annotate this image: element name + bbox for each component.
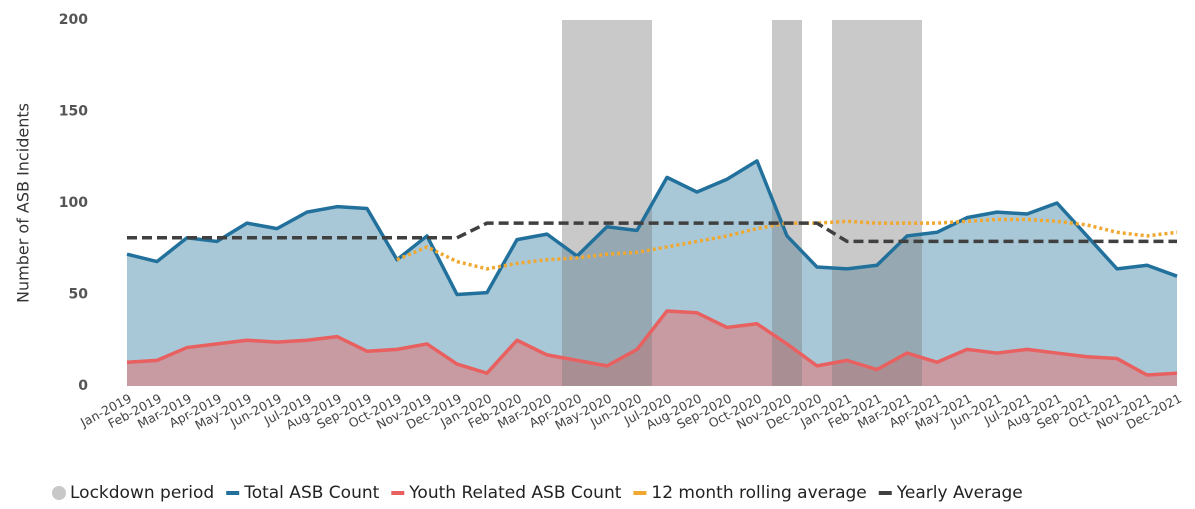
area — [127, 310, 1177, 386]
lockdown-band — [832, 20, 922, 386]
legend-label: Total ASB Count — [243, 483, 379, 503]
legend: Lockdown period Total ASB Count Youth Rela… — [52, 483, 1023, 503]
y-tick-label: 150 — [59, 104, 88, 120]
legend-label: 12 month rolling average — [651, 483, 866, 503]
series-line — [126, 309, 1178, 377]
series-line — [126, 159, 1178, 297]
lockdown-band — [772, 20, 802, 386]
y-tick-label: 50 — [69, 287, 89, 303]
legend-swatch — [52, 486, 66, 500]
series-line — [396, 217, 1178, 271]
y-tick-label: 0 — [78, 378, 88, 394]
series-line — [127, 221, 1177, 244]
y-tick-label: 100 — [59, 195, 88, 211]
legend-label: Yearly Average — [896, 483, 1023, 503]
legend-label: Youth Related ASB Count — [408, 483, 621, 503]
y-axis-label: Number of ASB Incidents — [14, 103, 33, 303]
legend-label: Lockdown period — [70, 483, 214, 503]
y-tick-label: 200 — [59, 12, 88, 28]
lockdown-band — [562, 20, 652, 386]
area — [127, 160, 1177, 386]
